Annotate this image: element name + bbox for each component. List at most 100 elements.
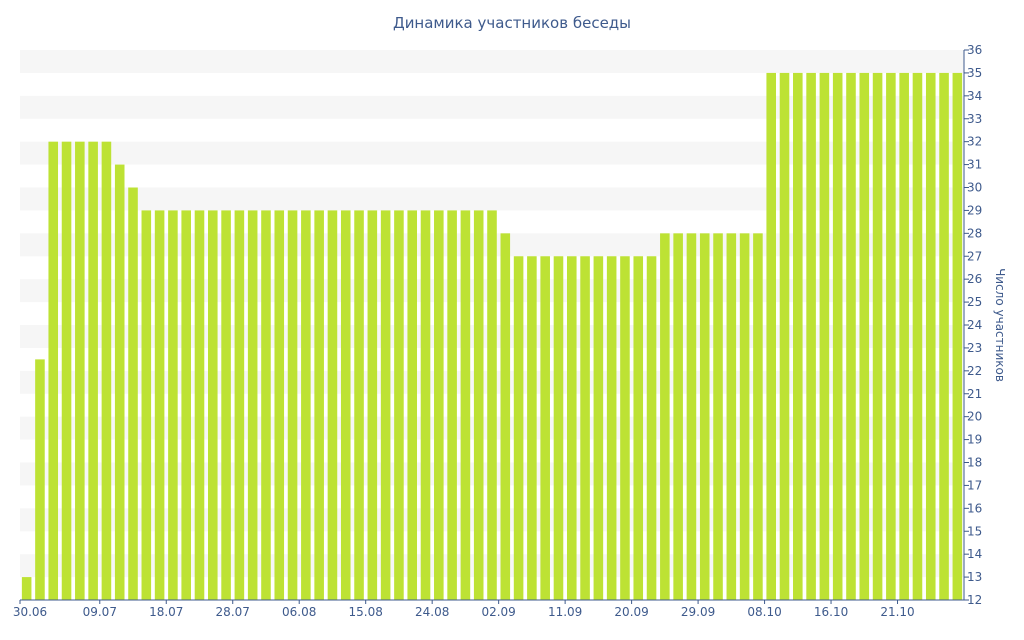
bar bbox=[35, 359, 45, 600]
x-tick-label: 24.08 bbox=[415, 605, 449, 619]
bar bbox=[513, 256, 524, 600]
bar bbox=[713, 233, 723, 601]
x-tick-label: 11.09 bbox=[548, 605, 582, 619]
bar bbox=[301, 210, 311, 600]
y-axis-ticks: 12 13 14 15 16 17 18 19 20 21 22 23 24 25 26 27 28 29 30 31… bbox=[964, 43, 982, 607]
bar bbox=[487, 210, 497, 600]
y-tick-label: 27 bbox=[967, 249, 982, 263]
bar bbox=[221, 210, 231, 600]
y-tick-label: 35 bbox=[967, 66, 982, 80]
bar bbox=[553, 256, 564, 600]
x-tick-label: 15.08 bbox=[349, 605, 383, 619]
bar bbox=[699, 233, 710, 601]
bar bbox=[832, 72, 843, 600]
bar bbox=[646, 256, 657, 600]
grid-band bbox=[20, 95, 964, 119]
x-tick-label: 09.07 bbox=[83, 605, 117, 619]
bar bbox=[314, 210, 324, 600]
grid-band bbox=[20, 50, 964, 73]
x-tick-label: 28.07 bbox=[216, 605, 250, 619]
bar bbox=[61, 141, 72, 600]
bar bbox=[753, 233, 763, 601]
bar bbox=[101, 141, 112, 600]
x-tick-label: 16.10 bbox=[814, 605, 848, 619]
y-tick-label: 32 bbox=[967, 135, 982, 149]
bar bbox=[394, 210, 404, 600]
y-tick-label: 15 bbox=[967, 524, 982, 538]
bar bbox=[766, 72, 776, 600]
bar bbox=[447, 210, 457, 600]
bar bbox=[527, 256, 537, 600]
y-tick-label: 17 bbox=[967, 478, 982, 492]
y-tick-label: 12 bbox=[967, 593, 982, 607]
x-tick-label: 21.10 bbox=[880, 605, 914, 619]
bar bbox=[141, 210, 152, 600]
bar bbox=[673, 233, 683, 601]
bar bbox=[208, 210, 218, 600]
bar bbox=[952, 72, 963, 600]
bar bbox=[859, 72, 870, 600]
x-tick-label: 18.07 bbox=[149, 605, 183, 619]
bar bbox=[168, 210, 178, 600]
bars bbox=[21, 72, 963, 601]
bar bbox=[434, 210, 444, 600]
bar bbox=[407, 210, 418, 600]
bar bbox=[473, 210, 484, 600]
bar bbox=[739, 233, 750, 601]
y-tick-label: 22 bbox=[967, 364, 982, 378]
y-tick-label: 30 bbox=[967, 181, 982, 195]
bar bbox=[540, 256, 550, 600]
bar bbox=[620, 256, 630, 600]
bar bbox=[21, 577, 32, 600]
bar bbox=[247, 210, 258, 600]
bar bbox=[633, 256, 644, 600]
bar bbox=[886, 72, 896, 600]
bar bbox=[234, 210, 245, 600]
bar bbox=[380, 210, 391, 600]
bar bbox=[48, 141, 59, 600]
bar bbox=[354, 210, 364, 600]
bar bbox=[194, 210, 205, 600]
y-tick-label: 26 bbox=[967, 272, 982, 286]
y-tick-label: 31 bbox=[967, 158, 982, 172]
bar bbox=[580, 256, 590, 600]
bar bbox=[593, 256, 604, 600]
bar bbox=[88, 141, 98, 600]
bar bbox=[566, 256, 577, 600]
bar bbox=[779, 72, 790, 600]
y-tick-label: 29 bbox=[967, 203, 982, 217]
chart-title: Динамика участников беседы bbox=[393, 14, 631, 32]
bar bbox=[660, 233, 670, 601]
bar bbox=[367, 210, 378, 600]
bar bbox=[899, 72, 909, 600]
y-tick-label: 24 bbox=[967, 318, 982, 332]
bar bbox=[154, 210, 165, 600]
y-tick-label: 23 bbox=[967, 341, 982, 355]
bar bbox=[819, 72, 830, 600]
bar bbox=[75, 141, 85, 600]
bar bbox=[872, 72, 883, 600]
y-tick-label: 33 bbox=[967, 112, 982, 126]
bar bbox=[274, 210, 285, 600]
x-tick-label: 30.06 bbox=[13, 605, 47, 619]
y-tick-label: 34 bbox=[967, 89, 982, 103]
bar bbox=[806, 72, 816, 600]
bar bbox=[181, 210, 191, 600]
y-tick-label: 21 bbox=[967, 387, 982, 401]
bar bbox=[726, 233, 737, 601]
bar bbox=[846, 72, 856, 600]
y-tick-label: 20 bbox=[967, 410, 982, 424]
bar bbox=[261, 210, 271, 600]
grid-band bbox=[20, 141, 964, 165]
x-tick-label: 08.10 bbox=[747, 605, 781, 619]
x-axis-ticks: 30.06 09.07 18.07 28.07 06.08 15.08 24.08 02.09… bbox=[13, 600, 915, 619]
bar bbox=[606, 256, 617, 600]
x-tick-label: 20.09 bbox=[614, 605, 648, 619]
y-tick-label: 13 bbox=[967, 570, 982, 584]
y-axis-label: Число участников bbox=[993, 268, 1007, 382]
x-tick-label: 02.09 bbox=[481, 605, 515, 619]
bar bbox=[500, 233, 511, 601]
y-tick-label: 18 bbox=[967, 456, 982, 470]
bar bbox=[925, 72, 936, 600]
